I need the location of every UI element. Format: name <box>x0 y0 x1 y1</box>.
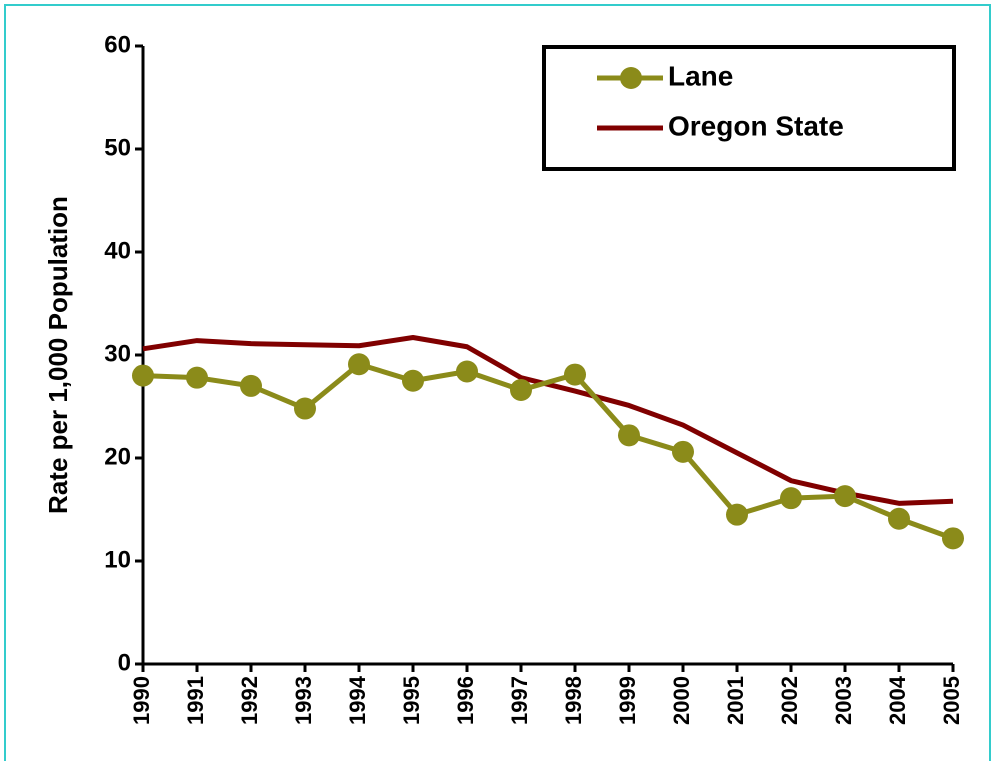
x-tick-label: 1994 <box>345 675 370 725</box>
y-tick-label: 60 <box>104 31 131 58</box>
marker <box>186 366 208 389</box>
marker <box>888 507 910 530</box>
x-tick-label: 1995 <box>399 676 424 725</box>
y-tick-label: 20 <box>104 443 131 470</box>
x-tick-label: 2000 <box>669 676 694 725</box>
y-axis-label: Rate per 1,000 Population <box>43 196 73 514</box>
x-tick-label: 1999 <box>615 676 640 725</box>
x-tick-label: 1992 <box>237 676 262 725</box>
series-line <box>142 334 954 506</box>
x-tick-label: 2002 <box>777 676 802 725</box>
y-tick-label: 0 <box>118 649 131 676</box>
marker <box>402 369 424 392</box>
x-tick-label: 1990 <box>129 676 154 725</box>
legend-box <box>542 45 956 171</box>
x-tick-label: 1991 <box>183 676 208 725</box>
frame <box>4 4 991 761</box>
marker <box>780 487 802 510</box>
marker <box>132 364 154 387</box>
series-line <box>142 361 954 541</box>
legend-marker <box>620 67 642 89</box>
marker <box>510 379 532 402</box>
legend-label: Lane <box>668 60 733 91</box>
marker <box>618 424 640 447</box>
marker <box>942 527 964 550</box>
x-tick-label: 2005 <box>939 676 964 725</box>
marker <box>564 363 586 386</box>
marker <box>240 374 262 397</box>
x-tick-label: 2003 <box>831 676 856 725</box>
marker <box>348 353 370 376</box>
marker <box>456 360 478 383</box>
marker <box>834 485 856 508</box>
x-tick-label: 1997 <box>507 676 532 725</box>
x-tick-label: 2004 <box>885 675 910 725</box>
y-tick-label: 40 <box>104 237 131 264</box>
y-tick-label: 50 <box>104 134 131 161</box>
legend-label: Oregon State <box>668 110 844 141</box>
x-tick-label: 1993 <box>291 676 316 725</box>
marker <box>726 503 748 526</box>
x-tick-label: 1998 <box>561 676 586 725</box>
marker <box>294 397 316 420</box>
x-tick-label: 1996 <box>453 676 478 725</box>
y-tick-label: 30 <box>104 340 131 367</box>
x-tick-label: 2001 <box>723 676 748 725</box>
marker <box>672 440 694 463</box>
y-tick-label: 10 <box>104 546 131 573</box>
